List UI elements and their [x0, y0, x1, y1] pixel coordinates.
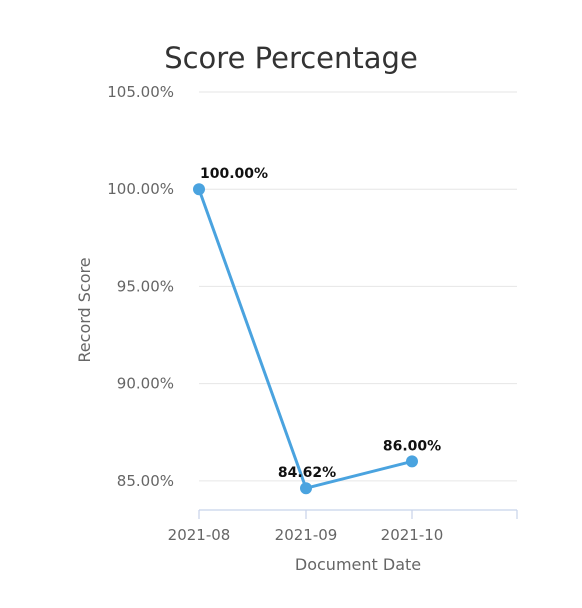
x-axis-title: Document Date	[295, 555, 421, 574]
x-axis: 2021-08 2021-09 2021-10	[168, 509, 518, 544]
y-axis-title: Record Score	[75, 257, 94, 362]
data-point[interactable]	[193, 183, 205, 196]
y-axis: 85.00% 90.00% 95.00% 100.00% 105.00%	[107, 83, 174, 490]
y-tick-label: 95.00%	[117, 277, 174, 295]
x-tick-label: 2021-09	[275, 526, 338, 544]
series-layer	[193, 183, 418, 495]
y-tick-label: 90.00%	[117, 375, 174, 393]
data-point[interactable]	[300, 482, 312, 495]
x-tick-label: 2021-10	[381, 526, 444, 544]
data-point[interactable]	[406, 455, 418, 468]
chart-title: Score Percentage	[164, 41, 418, 75]
y-tick-label: 100.00%	[107, 180, 174, 198]
data-label: 100.00%	[200, 166, 268, 182]
data-label: 84.62%	[278, 465, 336, 481]
data-labels: 100.00% 84.62% 86.00%	[200, 166, 441, 481]
series-line	[197, 187, 414, 490]
data-label: 86.00%	[383, 438, 441, 454]
y-tick-label: 105.00%	[107, 83, 174, 101]
y-tick-label: 85.00%	[117, 472, 174, 490]
x-tick-label: 2021-08	[168, 526, 231, 544]
grid-lines	[199, 91, 517, 482]
